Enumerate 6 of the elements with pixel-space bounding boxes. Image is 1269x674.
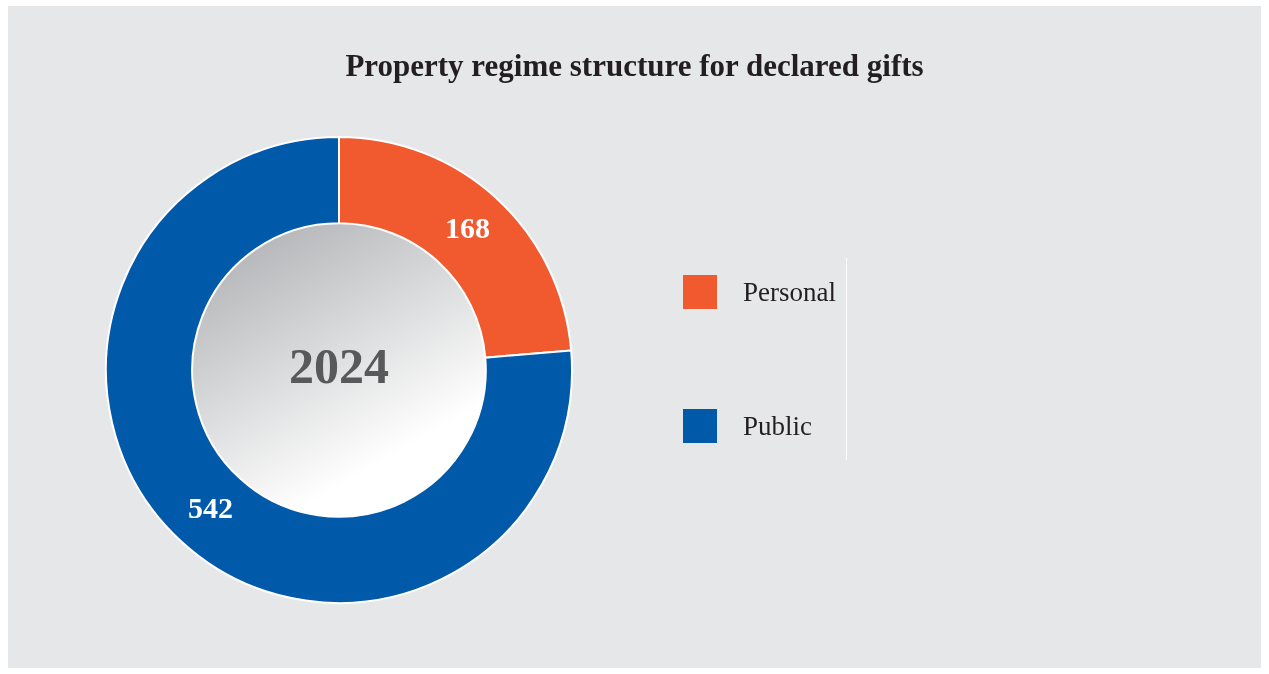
data-label: 168 bbox=[445, 210, 491, 244]
data-label: 542 bbox=[187, 490, 233, 524]
legend-label: Public bbox=[743, 410, 813, 442]
legend-label: Personal bbox=[743, 276, 836, 308]
chart-title: Property regime structure for declared gifts bbox=[344, 48, 925, 84]
text: 2024 bbox=[289, 337, 389, 394]
